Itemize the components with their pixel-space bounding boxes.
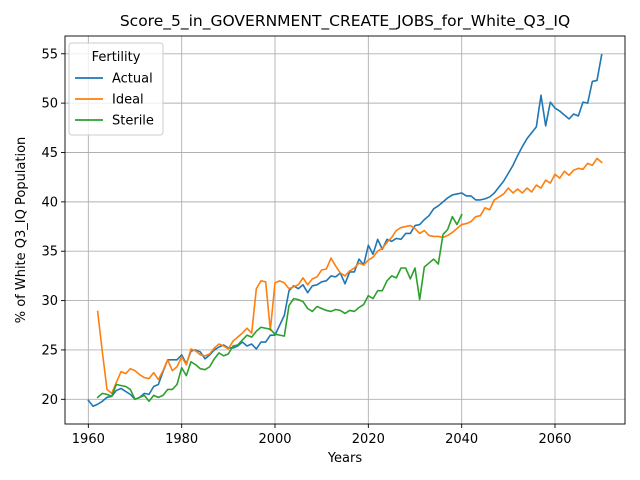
x-tick-label: 1980 [165, 432, 198, 447]
y-tick-label: 40 [41, 195, 58, 210]
series-line-ideal [96, 157, 603, 395]
x-tick-label: 2060 [538, 432, 571, 447]
y-axis-label: % of White Q3_IQ Population [14, 137, 29, 324]
legend-box [68, 42, 164, 136]
x-tick-label: 2020 [352, 432, 385, 447]
y-tick-label: 20 [41, 393, 58, 408]
plot-frame [64, 35, 626, 425]
y-tick-label: 45 [41, 146, 58, 161]
x-axis-label: Years [327, 451, 363, 466]
x-tick-label: 2040 [445, 432, 478, 447]
legend-label-actual: Actual [112, 72, 153, 87]
legend: Fertility Actual Ideal Sterile [68, 42, 164, 136]
y-tick-label: 25 [41, 343, 58, 358]
chart-title: Score_5_in_GOVERNMENT_CREATE_JOBS_for_Wh… [120, 12, 570, 31]
axis-ticks: 1960 1980 2000 2020 2040 2060 20 25 30 35 40 45 50 55 [41, 47, 571, 447]
series-lines [87, 53, 603, 408]
series-line-sterile [96, 213, 463, 403]
y-tick-label: 50 [41, 97, 58, 112]
y-tick-label: 55 [41, 47, 58, 62]
series-line-actual [87, 53, 603, 408]
x-tick-label: 2000 [258, 432, 291, 447]
legend-title: Fertility [92, 50, 141, 65]
legend-label-ideal: Ideal [112, 93, 144, 108]
y-tick-label: 30 [41, 294, 58, 309]
y-tick-label: 35 [41, 245, 58, 260]
legend-label-sterile: Sterile [112, 114, 154, 129]
x-tick-label: 1960 [72, 432, 105, 447]
